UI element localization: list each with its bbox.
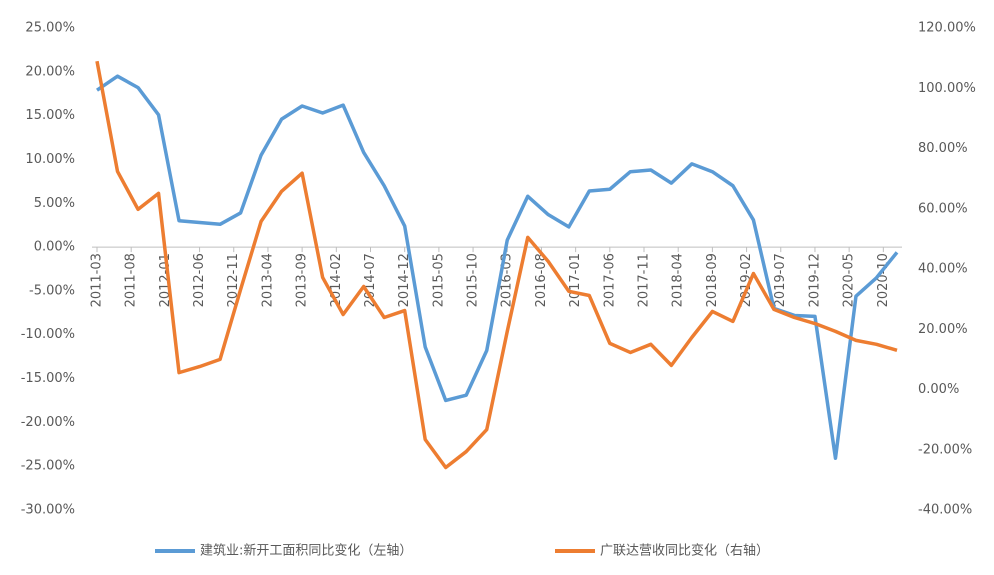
y-tick-label: 5.00% — [34, 196, 75, 211]
y-tick-label: -20.00% — [21, 415, 75, 430]
y2-tick-label: 120.00% — [918, 21, 976, 36]
y2-tick-label: 20.00% — [918, 322, 968, 337]
x-tick-label: 2017-01 — [568, 253, 583, 307]
x-tick-label: 2018-09 — [705, 253, 720, 307]
x-tick-label: 2014-12 — [397, 253, 412, 307]
y-tick-label: -30.00% — [21, 503, 75, 518]
x-tick-label: 2017-06 — [602, 253, 617, 307]
x-tick-label: 2013-09 — [295, 253, 310, 307]
y-tick-label: 20.00% — [25, 64, 75, 79]
line-series — [96, 74, 899, 461]
y-tick-label: 15.00% — [25, 108, 75, 123]
y-tick-label: -25.00% — [21, 459, 75, 474]
x-tick-label: 2012-06 — [192, 253, 207, 307]
y2-tick-label: 0.00% — [918, 382, 959, 397]
y-tick-label: -5.00% — [29, 283, 75, 298]
x-tick-label: 2011-03 — [90, 253, 105, 307]
y2-tick-label: 40.00% — [918, 262, 968, 277]
x-tick-label: 2016-08 — [534, 253, 549, 307]
y2-tick-label: -40.00% — [918, 503, 972, 518]
legend-label: 建筑业:新开工面积同比变化（左轴） — [200, 543, 412, 559]
y-tick-label: -15.00% — [21, 371, 75, 386]
legend-label: 广联达营收同比变化（右轴） — [600, 543, 769, 559]
y2-tick-label: -20.00% — [918, 442, 972, 457]
y2-tick-label: 100.00% — [918, 81, 976, 96]
x-tick-label: 2015-05 — [431, 253, 446, 307]
y2-tick-label: 80.00% — [918, 141, 968, 156]
y-tick-label: 0.00% — [34, 240, 75, 255]
x-tick-label: 2019-07 — [773, 253, 788, 307]
y-tick-label: -10.00% — [21, 327, 75, 342]
y2-tick-label: 60.00% — [918, 201, 968, 216]
x-tick-label: 2020-05 — [842, 253, 857, 307]
x-tick-label: 2015-10 — [466, 253, 481, 307]
y-tick-label: 25.00% — [25, 21, 75, 36]
x-tick-label: 2013-04 — [260, 253, 275, 307]
x-tick-label: 2017-11 — [637, 253, 652, 307]
line-series — [95, 60, 898, 470]
x-tick-label: 2019-12 — [807, 253, 822, 307]
x-tick-label: 2018-04 — [671, 253, 686, 307]
x-tick-label: 2011-08 — [124, 253, 139, 307]
y-tick-label: 10.00% — [25, 152, 75, 167]
